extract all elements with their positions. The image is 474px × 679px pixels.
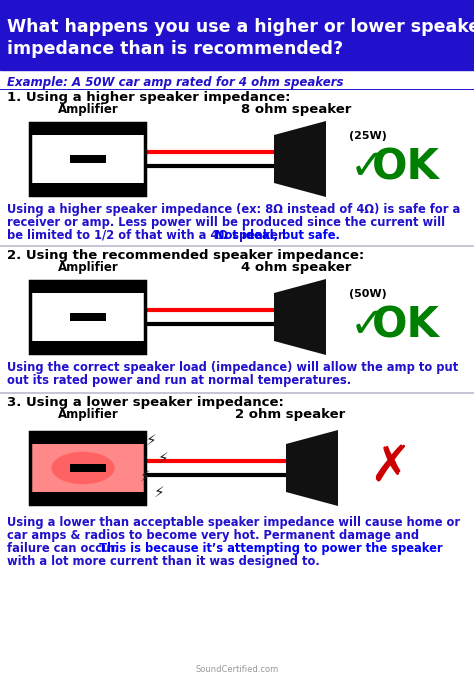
Text: with a lot more current than it was designed to.: with a lot more current than it was desi…	[7, 555, 320, 568]
Text: ⚡: ⚡	[146, 433, 156, 447]
Text: ✗: ✗	[369, 444, 411, 492]
Text: (25W): (25W)	[349, 131, 387, 141]
Text: failure can occur.: failure can occur.	[7, 542, 127, 555]
Text: 4 ohm speaker: 4 ohm speaker	[241, 261, 351, 274]
Text: 8 ohm speaker: 8 ohm speaker	[241, 103, 351, 116]
Text: Using the correct speaker load (impedance) will allow the amp to put: Using the correct speaker load (impedanc…	[7, 361, 458, 374]
Text: be limited to 1/2 of that with a 4Ω speaker.: be limited to 1/2 of that with a 4Ω spea…	[7, 229, 291, 242]
Text: 2 ohm speaker: 2 ohm speaker	[235, 408, 345, 421]
Text: receiver or amp. Less power will be produced since the current will: receiver or amp. Less power will be prod…	[7, 216, 445, 229]
Text: 1. Using a higher speaker impedance:: 1. Using a higher speaker impedance:	[7, 91, 291, 104]
Text: ⚡: ⚡	[154, 485, 164, 500]
Text: 3. Using a lower speaker impedance:: 3. Using a lower speaker impedance:	[7, 396, 284, 409]
Text: What happens you use a higher or lower speaker: What happens you use a higher or lower s…	[7, 18, 474, 36]
Bar	[286, 444, 300, 492]
Bar	[30, 123, 146, 135]
Polygon shape	[274, 121, 326, 197]
Bar	[30, 281, 146, 353]
Text: ⚡: ⚡	[158, 450, 168, 466]
Bar	[70, 155, 106, 163]
Bar	[30, 183, 146, 195]
Text: SoundCertified.com: SoundCertified.com	[195, 665, 279, 674]
Bar	[30, 123, 146, 195]
Polygon shape	[274, 279, 326, 355]
Text: ✓: ✓	[350, 146, 385, 188]
Text: (50W): (50W)	[349, 289, 387, 299]
Text: OK: OK	[372, 304, 440, 346]
Text: Amplifier: Amplifier	[58, 103, 118, 116]
Ellipse shape	[51, 452, 115, 484]
Bar	[30, 341, 146, 353]
Text: Not ideal, but safe.: Not ideal, but safe.	[215, 229, 340, 242]
Bar	[274, 293, 288, 341]
Bar	[30, 432, 146, 444]
Text: ✓: ✓	[350, 304, 385, 346]
Text: 2. Using the recommended speaker impedance:: 2. Using the recommended speaker impedan…	[7, 249, 364, 262]
Text: out its rated power and run at normal temperatures.: out its rated power and run at normal te…	[7, 374, 351, 387]
Bar	[274, 135, 288, 183]
Text: Example: A 50W car amp rated for 4 ohm speakers: Example: A 50W car amp rated for 4 ohm s…	[7, 76, 344, 89]
Bar	[30, 492, 146, 504]
Bar	[70, 464, 106, 472]
Polygon shape	[286, 430, 338, 506]
Text: This is because it’s attempting to power the speaker: This is because it’s attempting to power…	[100, 542, 443, 555]
Text: impedance than is recommended?: impedance than is recommended?	[7, 40, 343, 58]
Bar	[70, 313, 106, 321]
Text: car amps & radios to become very hot. Permanent damage and: car amps & radios to become very hot. Pe…	[7, 529, 419, 542]
Text: ⚡: ⚡	[140, 469, 150, 483]
Bar	[30, 281, 146, 293]
Bar	[0, 0, 474, 70]
Text: Using a higher speaker impedance (ex: 8Ω instead of 4Ω) is safe for a: Using a higher speaker impedance (ex: 8Ω…	[7, 203, 460, 216]
Text: OK: OK	[372, 146, 440, 188]
Text: Using a lower than acceptable speaker impedance will cause home or: Using a lower than acceptable speaker im…	[7, 516, 460, 529]
Text: Amplifier: Amplifier	[58, 261, 118, 274]
Bar	[30, 432, 146, 504]
Text: Amplifier: Amplifier	[58, 408, 118, 421]
